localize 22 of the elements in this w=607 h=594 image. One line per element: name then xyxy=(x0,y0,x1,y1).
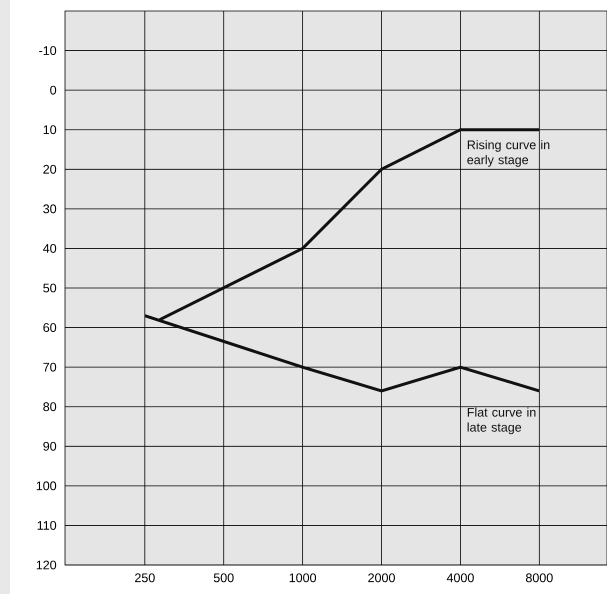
x-tick-label: 2000 xyxy=(368,573,395,582)
y-tick-label: 110 xyxy=(38,521,56,530)
y-tick-label: 100 xyxy=(36,481,56,490)
y-tick-label: 40 xyxy=(43,244,56,253)
y-tick-label: 80 xyxy=(43,402,56,412)
x-tick-label: 1000 xyxy=(290,573,316,582)
series-label: Flat curve in late stage xyxy=(468,408,536,434)
y-tick-label: 90 xyxy=(43,442,56,451)
y-tick-label: 60 xyxy=(43,323,56,332)
y-tick-label: 70 xyxy=(43,362,56,372)
x-tick-label: 250 xyxy=(135,573,155,582)
y-tick-label: 30 xyxy=(43,204,56,214)
y-tick-label: 20 xyxy=(43,164,56,174)
y-tick-label: 50 xyxy=(43,284,56,292)
x-tick-label: 500 xyxy=(214,573,234,582)
y-tick-label: -10 xyxy=(39,46,56,55)
x-tick-label: 4000 xyxy=(446,573,474,582)
y-tick-label: 120 xyxy=(36,560,56,570)
x-tick-label: 8000 xyxy=(526,573,553,582)
y-tick-label: 10 xyxy=(44,125,56,134)
y-tick-label: 0 xyxy=(50,86,56,95)
series-label: Rising curve in early stage xyxy=(467,140,550,167)
